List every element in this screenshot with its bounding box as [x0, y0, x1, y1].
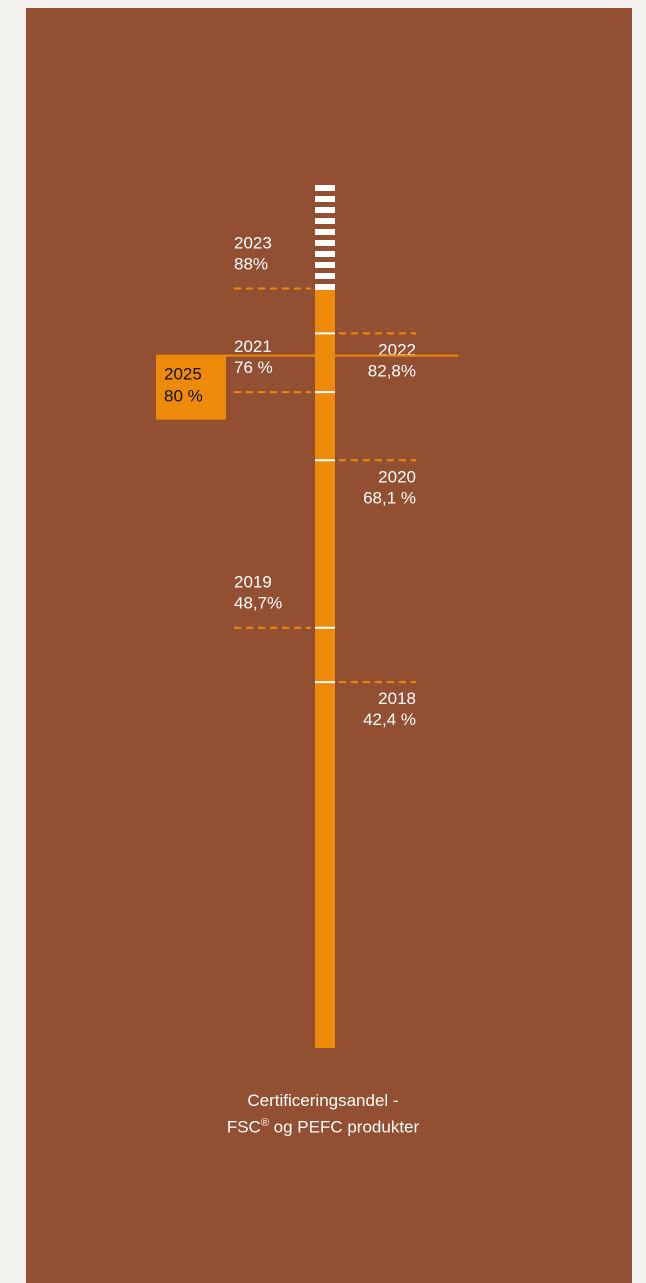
progress-bar [315, 288, 335, 1048]
remaining-stripe-3 [315, 218, 335, 224]
caption-line-2: FSC® og PEFC produkter [0, 1112, 646, 1139]
caption-line-1: Certificeringsandel - [247, 1091, 399, 1110]
remaining-stripe-5 [315, 240, 335, 246]
remaining-stripe-9 [315, 284, 335, 290]
year-2021-value: 76 % [234, 358, 273, 377]
target-box [156, 355, 226, 420]
year-2020-value: 68,1 % [363, 488, 416, 507]
remaining-stripe-7 [315, 262, 335, 268]
target-value: 80 % [164, 387, 203, 406]
chart-caption: Certificeringsandel - FSC® og PEFC produ… [0, 1090, 646, 1139]
target-year: 2025 [164, 365, 202, 384]
year-2021-label: 2021 [234, 337, 272, 356]
caption-fsc: FSC [226, 1117, 261, 1137]
year-2020-label: 2020 [378, 467, 416, 486]
remaining-stripe-0 [315, 185, 335, 191]
year-2023-label: 2023 [234, 234, 272, 253]
remaining-stripe-8 [315, 273, 335, 279]
registered-mark: ® [260, 1117, 269, 1129]
year-2018-label: 2018 [378, 689, 416, 708]
year-2022-value: 82,8% [368, 361, 416, 380]
caption-rest: og PEFC produkter [268, 1117, 420, 1137]
year-2023-value: 88% [234, 255, 268, 274]
year-2018-value: 42,4 % [363, 710, 416, 729]
year-2019-label: 2019 [234, 573, 272, 592]
remaining-stripe-1 [315, 196, 335, 202]
remaining-stripe-6 [315, 251, 335, 257]
remaining-stripe-2 [315, 207, 335, 213]
year-2019-value: 48,7% [234, 594, 282, 613]
remaining-stripe-4 [315, 229, 335, 235]
